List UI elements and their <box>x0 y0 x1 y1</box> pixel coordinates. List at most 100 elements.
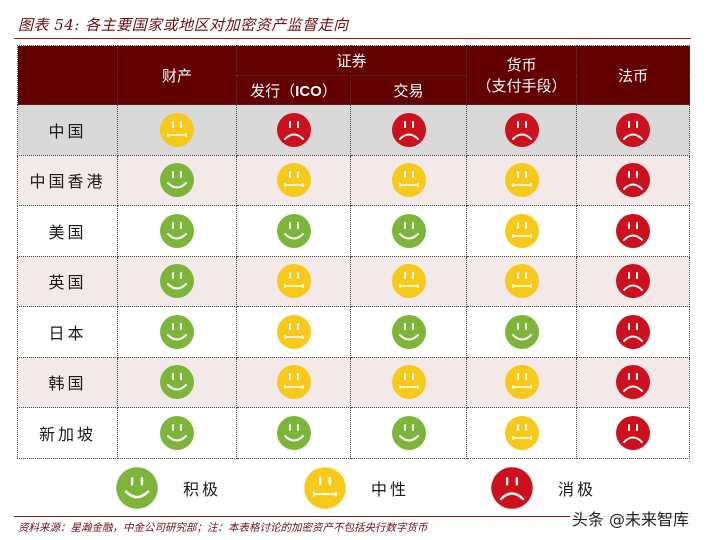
neutral-face-icon <box>504 263 540 299</box>
smiley-face-icon <box>504 314 540 350</box>
rating-cell <box>349 306 468 358</box>
rating-cell <box>466 356 578 408</box>
country-cell: 美国 <box>17 205 118 257</box>
rating-cell <box>236 104 351 156</box>
smiley-face-icon <box>159 213 195 249</box>
country-cell: 中国 <box>17 104 118 156</box>
rating-cell <box>236 306 351 358</box>
header-issuance-suffix: ） <box>321 81 337 100</box>
neutral-face-icon <box>276 364 312 400</box>
country-cell: 中国香港 <box>17 154 118 206</box>
rating-cell <box>236 255 351 307</box>
table-row: 新加坡 <box>17 407 691 459</box>
legend-label-neutral: 中性 <box>371 480 410 499</box>
rating-cell <box>576 104 691 156</box>
rating-cell <box>117 154 237 206</box>
neutral-face-icon <box>276 162 312 198</box>
legend-item-positive: 积极 <box>115 466 221 510</box>
header-issuance: 发行（ICO） <box>236 75 351 105</box>
source-footnote: 资料来源：星瀚金融，中金公司研究部；注：本表格讨论的加密资产不包括央行数字货币 <box>18 522 428 534</box>
rating-cell <box>236 407 351 459</box>
header-currency: 货币 （支付手段） <box>466 45 578 105</box>
table-row: 美国 <box>17 205 691 257</box>
rating-cell <box>466 306 578 358</box>
table-row: 中国香港 <box>17 154 691 206</box>
frown-face-icon <box>615 415 651 451</box>
legend-item-neutral: 中性 <box>303 466 409 510</box>
smiley-face-icon <box>391 415 427 451</box>
frown-face-icon <box>615 112 651 148</box>
neutral-face-icon <box>391 364 427 400</box>
table-row: 韩国 <box>17 356 691 408</box>
rating-cell <box>466 205 578 257</box>
rating-cell <box>117 306 237 358</box>
frown-face-icon <box>615 314 651 350</box>
frown-face-icon <box>391 112 427 148</box>
smiley-face-icon <box>276 213 312 249</box>
smiley-face-icon <box>159 263 195 299</box>
header-securities: 证券 <box>235 45 468 76</box>
table-row: 英国 <box>17 255 691 307</box>
frown-face-icon <box>490 466 534 510</box>
frown-face-icon <box>276 112 312 148</box>
frown-face-icon <box>615 263 651 299</box>
country-cell: 英国 <box>17 255 118 307</box>
header-fiat: 法币 <box>576 45 691 105</box>
rating-cell <box>117 104 237 156</box>
header-issuance-prefix: 发行（ <box>250 81 296 100</box>
frown-face-icon <box>504 112 540 148</box>
neutral-face-icon <box>504 364 540 400</box>
neutral-face-icon <box>391 263 427 299</box>
rating-cell <box>576 407 691 459</box>
header-corner <box>17 45 118 105</box>
rating-cell <box>466 154 578 206</box>
table-row: 中国 <box>17 104 691 156</box>
rating-cell <box>236 205 351 257</box>
frown-face-icon <box>615 213 651 249</box>
rating-cell <box>576 356 691 408</box>
smiley-face-icon <box>159 314 195 350</box>
frown-face-icon <box>615 162 651 198</box>
header-property: 财产 <box>117 45 237 105</box>
smiley-face-icon <box>115 466 159 510</box>
country-cell: 新加坡 <box>17 407 118 459</box>
rating-cell <box>349 104 468 156</box>
country-cell: 韩国 <box>17 356 118 408</box>
legend-label-negative: 消极 <box>558 480 597 499</box>
smiley-face-icon <box>159 162 195 198</box>
header-trading: 交易 <box>349 75 468 105</box>
rating-cell <box>349 407 468 459</box>
header-currency-line2: （支付手段） <box>476 77 567 95</box>
rating-cell <box>466 407 578 459</box>
frown-face-icon <box>615 364 651 400</box>
table-body: 中国 中国香港 美国 英国 <box>17 104 691 459</box>
rating-cell <box>466 255 578 307</box>
rating-cell <box>236 154 351 206</box>
rating-cell <box>576 255 691 307</box>
table-row: 日本 <box>17 306 691 358</box>
rating-cell <box>117 407 237 459</box>
legend: 积极 中性 消极 <box>0 466 707 514</box>
neutral-face-icon <box>276 263 312 299</box>
rating-cell <box>466 104 578 156</box>
rating-cell <box>349 255 468 307</box>
footer-divider <box>14 516 691 517</box>
neutral-face-icon <box>504 415 540 451</box>
rating-cell <box>117 255 237 307</box>
smiley-face-icon <box>276 415 312 451</box>
legend-item-negative: 消极 <box>490 466 596 510</box>
neutral-face-icon <box>504 213 540 249</box>
rating-cell <box>117 356 237 408</box>
neutral-face-icon <box>391 162 427 198</box>
rating-cell <box>349 154 468 206</box>
smiley-face-icon <box>159 364 195 400</box>
rating-cell <box>576 154 691 206</box>
rating-cell <box>576 306 691 358</box>
legend-label-positive: 积极 <box>183 480 222 499</box>
smiley-face-icon <box>159 415 195 451</box>
rating-cell <box>117 205 237 257</box>
header-currency-line1: 货币 <box>506 56 537 74</box>
title-divider <box>14 38 691 39</box>
smiley-face-icon <box>391 213 427 249</box>
neutral-face-icon <box>276 314 312 350</box>
